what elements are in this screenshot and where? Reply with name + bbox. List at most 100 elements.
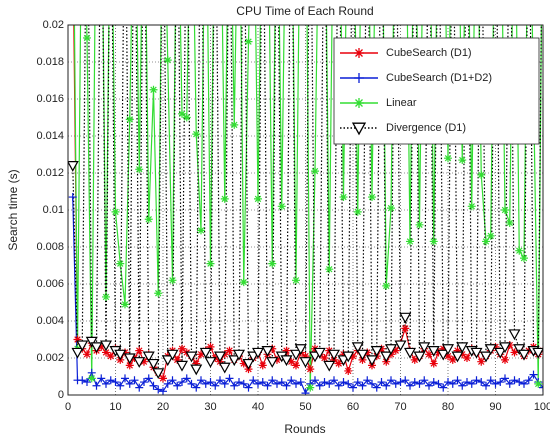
y-tick-label: 0 bbox=[58, 389, 64, 401]
data-point bbox=[228, 355, 241, 367]
data-point bbox=[159, 374, 167, 383]
data-point bbox=[292, 379, 300, 388]
data-point bbox=[425, 381, 433, 390]
data-point bbox=[448, 355, 457, 364]
data-point bbox=[387, 376, 395, 385]
data-point bbox=[458, 350, 467, 359]
data-point bbox=[211, 381, 220, 390]
data-point bbox=[320, 378, 329, 387]
data-point bbox=[356, 349, 369, 361]
data-point bbox=[258, 361, 267, 370]
x-tick-label: 50 bbox=[299, 401, 311, 413]
data-point bbox=[444, 378, 452, 387]
axes-frame bbox=[67, 24, 544, 396]
data-point bbox=[410, 378, 419, 387]
data-point bbox=[185, 351, 198, 363]
data-point bbox=[225, 374, 234, 383]
x-tick-label: 70 bbox=[394, 401, 406, 413]
data-point bbox=[83, 33, 91, 42]
data-point bbox=[239, 359, 248, 368]
data-point bbox=[515, 378, 524, 387]
data-point bbox=[301, 352, 310, 361]
data-point bbox=[197, 376, 205, 385]
data-point bbox=[90, 342, 103, 354]
data-point bbox=[368, 193, 376, 202]
data-point bbox=[494, 347, 507, 359]
y-tick-label: 0.01 bbox=[43, 204, 64, 216]
y-tick-label: 0.002 bbox=[36, 352, 64, 364]
data-point bbox=[529, 370, 538, 379]
data-point bbox=[173, 355, 182, 364]
data-point bbox=[296, 378, 305, 387]
legend-label: Divergence (D1) bbox=[386, 122, 466, 134]
data-point bbox=[83, 378, 91, 387]
data-point bbox=[510, 376, 519, 385]
data-point bbox=[429, 378, 438, 387]
data-point bbox=[133, 357, 146, 368]
data-point bbox=[287, 376, 296, 385]
data-point bbox=[339, 193, 348, 202]
data-point bbox=[218, 362, 231, 374]
x-axis-label: Rounds bbox=[284, 422, 325, 436]
data-point bbox=[358, 381, 367, 390]
chart-title: CPU Time of Each Round bbox=[236, 4, 373, 18]
data-point bbox=[68, 161, 79, 172]
data-point bbox=[166, 349, 179, 361]
plot-area bbox=[68, 25, 543, 395]
data-point bbox=[121, 348, 129, 357]
data-point bbox=[323, 360, 336, 372]
data-point bbox=[453, 346, 462, 355]
y-tick-label: 0.014 bbox=[36, 130, 64, 142]
data-point bbox=[472, 376, 481, 385]
data-point bbox=[524, 376, 533, 385]
data-point bbox=[458, 381, 467, 390]
data-point bbox=[263, 381, 272, 390]
data-point bbox=[353, 207, 362, 216]
x-tick-label: 30 bbox=[204, 401, 216, 413]
data-point bbox=[470, 347, 483, 359]
data-point bbox=[135, 346, 144, 355]
legend-marker bbox=[354, 73, 364, 83]
data-point bbox=[311, 376, 319, 385]
y-tick-label: 0.02 bbox=[43, 19, 64, 31]
data-point bbox=[154, 289, 163, 298]
data-point bbox=[299, 357, 312, 368]
data-point bbox=[154, 385, 163, 394]
data-point bbox=[266, 357, 279, 368]
data-point bbox=[83, 350, 91, 359]
data-point bbox=[261, 346, 274, 357]
data-point bbox=[71, 347, 84, 359]
data-point bbox=[377, 378, 386, 387]
data-point bbox=[401, 376, 410, 385]
data-point bbox=[377, 344, 386, 353]
data-point bbox=[463, 354, 471, 362]
data-point bbox=[123, 353, 136, 365]
data-point bbox=[363, 376, 372, 385]
data-point bbox=[453, 376, 462, 385]
data-point bbox=[429, 359, 438, 368]
data-point bbox=[399, 312, 412, 324]
data-point bbox=[349, 352, 357, 361]
data-point bbox=[496, 378, 505, 387]
data-point bbox=[251, 347, 265, 359]
data-point bbox=[444, 352, 452, 361]
data-point bbox=[456, 342, 469, 354]
data-point bbox=[427, 346, 440, 357]
series-line bbox=[72, 197, 543, 395]
data-point bbox=[268, 344, 277, 353]
data-point bbox=[116, 381, 125, 390]
data-point bbox=[116, 259, 125, 268]
data-point bbox=[306, 383, 315, 392]
data-point bbox=[444, 154, 452, 163]
data-point bbox=[439, 344, 448, 353]
data-point bbox=[135, 165, 144, 174]
data-point bbox=[406, 237, 414, 246]
data-point bbox=[391, 379, 400, 388]
legend: CubeSearch (D1) CubeSearch (D1+D2) Linear D… bbox=[333, 37, 540, 145]
data-point bbox=[114, 349, 127, 361]
data-point bbox=[68, 193, 77, 202]
data-point bbox=[313, 347, 326, 359]
y-tick-label: 0.004 bbox=[36, 315, 64, 327]
data-point bbox=[353, 378, 362, 387]
